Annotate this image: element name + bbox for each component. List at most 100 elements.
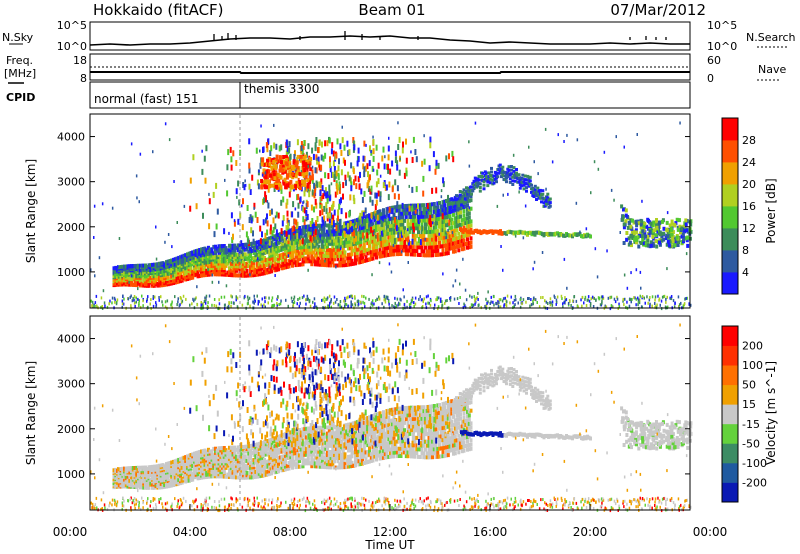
power-cell bbox=[404, 204, 408, 208]
power-cell bbox=[208, 247, 212, 252]
power-cell bbox=[214, 259, 217, 264]
velocity-cell bbox=[130, 479, 133, 483]
power-cell bbox=[455, 228, 459, 233]
power-cell bbox=[619, 231, 621, 234]
power-cell bbox=[471, 295, 473, 299]
power-cell bbox=[278, 248, 282, 253]
power-cell bbox=[233, 257, 237, 262]
power-cell bbox=[274, 166, 278, 171]
power-cell bbox=[315, 305, 317, 309]
power-cell bbox=[568, 299, 571, 303]
power-cell bbox=[514, 234, 517, 238]
power-cell bbox=[441, 228, 445, 233]
power-cell bbox=[452, 237, 455, 242]
power-cell bbox=[91, 300, 94, 304]
power-cell bbox=[259, 149, 261, 153]
power-cell bbox=[390, 241, 394, 246]
power-cell bbox=[223, 295, 226, 299]
power-cell bbox=[420, 203, 424, 208]
power-cell bbox=[221, 246, 224, 251]
power-cell bbox=[268, 267, 272, 272]
power-cell bbox=[235, 273, 238, 278]
power-colorbar-segment bbox=[722, 206, 738, 229]
power-cell bbox=[259, 246, 263, 251]
power-cell bbox=[156, 282, 160, 286]
power-cell bbox=[521, 173, 525, 177]
power-cell bbox=[308, 191, 311, 198]
power-cell bbox=[411, 207, 415, 212]
power-cell bbox=[518, 190, 520, 194]
power-cell bbox=[252, 246, 256, 251]
power-cell bbox=[427, 230, 431, 234]
power-cell bbox=[331, 171, 334, 178]
power-cell bbox=[317, 156, 320, 163]
power-cell bbox=[399, 219, 403, 224]
power-cell bbox=[250, 273, 254, 278]
power-cell bbox=[207, 305, 209, 309]
power-cell bbox=[432, 206, 436, 210]
power-cell bbox=[403, 239, 406, 246]
power-cell bbox=[94, 301, 97, 305]
power-cell bbox=[347, 262, 350, 267]
power-cell bbox=[252, 265, 256, 270]
power-cell bbox=[675, 217, 679, 222]
power-cell bbox=[383, 163, 386, 170]
power-cell bbox=[353, 230, 356, 237]
power-cell bbox=[294, 240, 298, 245]
power-cell bbox=[336, 298, 338, 301]
power-cell bbox=[275, 241, 279, 246]
power-cell bbox=[368, 213, 371, 218]
power-cell bbox=[364, 224, 368, 229]
power-cell bbox=[637, 303, 639, 307]
power-cell bbox=[382, 229, 385, 234]
power-colorbar-segment bbox=[722, 272, 738, 295]
velocity-cell bbox=[124, 483, 128, 488]
power-cell bbox=[548, 204, 552, 208]
power-cell bbox=[468, 164, 471, 168]
power-cell bbox=[684, 297, 686, 301]
power-cell bbox=[394, 296, 396, 300]
power-cell bbox=[523, 174, 527, 178]
power-cell bbox=[264, 260, 268, 265]
power-cell bbox=[326, 257, 329, 262]
power-cell bbox=[626, 286, 629, 290]
power-cell bbox=[437, 162, 440, 169]
power-cell bbox=[240, 273, 244, 278]
power-cell bbox=[502, 193, 504, 197]
power-cell bbox=[298, 257, 301, 261]
power-cell bbox=[228, 259, 231, 264]
power-cell bbox=[467, 232, 471, 237]
velocity-cell bbox=[117, 483, 121, 488]
power-cell bbox=[377, 178, 380, 185]
power-cell bbox=[292, 302, 294, 305]
power-cell bbox=[403, 204, 406, 209]
power-cell bbox=[165, 272, 168, 277]
power-cell bbox=[100, 296, 103, 300]
power-cell bbox=[385, 224, 389, 229]
power-cell bbox=[434, 221, 438, 226]
power-cell bbox=[401, 250, 403, 254]
power-cell bbox=[240, 266, 244, 271]
power-cell bbox=[327, 263, 331, 268]
power-cell bbox=[354, 231, 357, 236]
power-cell bbox=[361, 216, 364, 221]
power-cell bbox=[649, 304, 651, 308]
power-cell bbox=[257, 272, 261, 277]
power-cell bbox=[331, 226, 335, 231]
power-cell bbox=[347, 236, 350, 241]
power-cell bbox=[351, 226, 354, 233]
power-cell bbox=[467, 245, 471, 250]
power-cell bbox=[289, 228, 293, 233]
power-cell bbox=[383, 295, 385, 299]
power-cell bbox=[440, 189, 443, 193]
power-cell bbox=[450, 205, 454, 210]
power-cell bbox=[618, 302, 620, 306]
power-cell bbox=[243, 252, 247, 257]
power-cell bbox=[356, 160, 359, 167]
power-cell bbox=[324, 238, 328, 243]
power-cell bbox=[382, 236, 385, 241]
power-cell bbox=[349, 177, 352, 184]
power-cell bbox=[394, 301, 396, 305]
power-cell bbox=[627, 236, 631, 241]
power-cell bbox=[252, 260, 256, 265]
